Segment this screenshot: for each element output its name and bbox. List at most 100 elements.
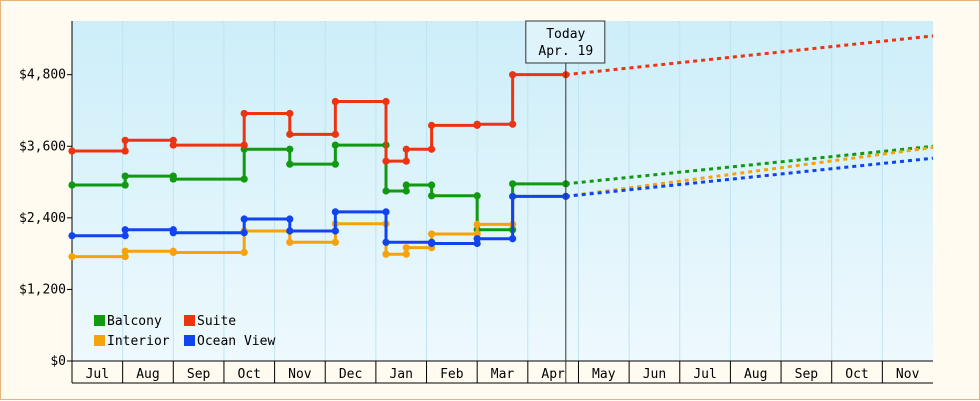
data-point-suite bbox=[121, 136, 129, 144]
today-box bbox=[525, 20, 606, 64]
projection-line-interior bbox=[565, 145, 934, 198]
data-point-ocean-view bbox=[169, 229, 177, 237]
today-label: Today bbox=[546, 27, 585, 42]
legend-label-balcony: Balcony bbox=[107, 314, 162, 329]
plot-background bbox=[72, 21, 933, 361]
x-tick-label: Nov bbox=[896, 367, 920, 382]
data-point-balcony bbox=[240, 175, 248, 183]
projection-line-suite bbox=[565, 34, 934, 77]
y-tick-label: $1,200 bbox=[19, 282, 66, 297]
projection-line-balcony bbox=[565, 144, 934, 186]
x-tick-label: Jun bbox=[643, 367, 666, 382]
data-point-balcony bbox=[331, 141, 339, 149]
y-tick-label: $4,800 bbox=[19, 68, 66, 83]
data-point-ocean-view bbox=[286, 215, 294, 223]
data-point-interior bbox=[286, 238, 294, 246]
legend: Balcony Suite Interior Ocean View bbox=[94, 314, 275, 349]
data-point-suite bbox=[473, 120, 481, 128]
x-axis: Jul Aug Sep Oct Nov Dec Jan Feb Mar Apr May Jun Jul A… bbox=[71, 360, 933, 384]
data-point-interior bbox=[121, 253, 129, 261]
data-point-ocean-view bbox=[240, 215, 248, 223]
y-tick-label: $2,400 bbox=[19, 211, 66, 226]
data-point-suite bbox=[427, 145, 436, 153]
x-tick-label: Oct bbox=[845, 367, 868, 382]
data-point-ocean-view bbox=[509, 235, 517, 243]
legend-swatch-ocean-view bbox=[184, 335, 195, 346]
data-point-interior bbox=[382, 250, 390, 258]
x-tick-label: Oct bbox=[238, 367, 261, 382]
data-point-suite bbox=[286, 130, 294, 138]
data-point-suite bbox=[382, 157, 390, 165]
x-tick-label: Apr bbox=[541, 367, 565, 382]
y-tick-label: $0 bbox=[50, 354, 66, 369]
data-point-interior bbox=[240, 248, 248, 257]
data-point-interior bbox=[121, 247, 129, 255]
data-point-ocean-view bbox=[121, 232, 129, 240]
data-point-balcony bbox=[121, 172, 129, 180]
data-point-suite bbox=[509, 71, 517, 79]
data-point-interior bbox=[402, 244, 410, 252]
x-tick-label: Jul bbox=[86, 367, 109, 382]
data-point-suite bbox=[331, 130, 339, 138]
data-point-interior bbox=[473, 220, 481, 229]
data-point-suite bbox=[509, 120, 517, 128]
x-tick-label: Dec bbox=[339, 367, 362, 382]
data-point-ocean-view bbox=[382, 208, 390, 216]
data-point-suite bbox=[402, 145, 410, 153]
x-tick-label: Feb bbox=[440, 367, 464, 382]
legend-label-interior: Interior bbox=[107, 334, 170, 349]
data-point-suite bbox=[240, 141, 248, 149]
data-point-ocean-view bbox=[286, 227, 294, 235]
data-point-interior bbox=[68, 253, 76, 261]
data-point-ocean-view bbox=[331, 227, 339, 235]
data-point-balcony bbox=[286, 160, 294, 168]
x-tick-label: Aug bbox=[136, 367, 159, 382]
data-point-balcony bbox=[473, 192, 481, 200]
x-tick-label: May bbox=[592, 367, 616, 382]
data-point-suite bbox=[286, 109, 294, 118]
legend-swatch-interior bbox=[94, 335, 105, 346]
x-tick-label: Aug bbox=[744, 367, 767, 382]
data-point-suite bbox=[382, 97, 390, 106]
x-tick-label: Jan bbox=[389, 367, 412, 382]
data-point-balcony bbox=[402, 181, 410, 189]
data-point-suite bbox=[68, 147, 76, 155]
x-tick-label: Jul bbox=[693, 367, 716, 382]
today-marker: Today Apr. 19 bbox=[525, 20, 606, 383]
data-point-balcony bbox=[331, 160, 339, 168]
data-point-balcony bbox=[169, 175, 177, 183]
data-point-suite bbox=[169, 141, 177, 149]
x-tick-label: Nov bbox=[288, 367, 312, 382]
data-point-ocean-view bbox=[427, 239, 436, 248]
data-point-ocean-view bbox=[240, 229, 248, 237]
data-point-balcony bbox=[286, 145, 294, 153]
data-point-interior bbox=[427, 230, 436, 238]
data-point-interior bbox=[169, 248, 177, 257]
legend-label-ocean-view: Ocean View bbox=[197, 334, 275, 349]
data-point-ocean-view bbox=[509, 192, 517, 200]
data-point-balcony bbox=[509, 180, 517, 188]
data-point-balcony bbox=[121, 181, 129, 189]
data-point-interior bbox=[402, 250, 410, 258]
data-point-balcony bbox=[427, 181, 436, 189]
data-point-suite bbox=[121, 147, 129, 155]
x-tick-label: Sep bbox=[187, 367, 211, 382]
legend-label-suite: Suite bbox=[197, 314, 236, 329]
data-point-suite bbox=[427, 121, 436, 129]
series-group bbox=[68, 34, 934, 261]
data-point-ocean-view bbox=[121, 226, 129, 234]
x-tick-label: Sep bbox=[795, 367, 819, 382]
x-grid bbox=[122, 21, 883, 361]
y-tick-label: $3,600 bbox=[19, 139, 66, 154]
data-point-suite bbox=[402, 157, 410, 165]
projection-line-ocean-view bbox=[565, 156, 934, 198]
data-point-ocean-view bbox=[382, 238, 390, 246]
data-point-interior bbox=[331, 238, 339, 246]
x-tick-label: Mar bbox=[491, 367, 515, 382]
data-point-ocean-view bbox=[68, 232, 76, 240]
legend-swatch-balcony bbox=[94, 315, 105, 326]
data-point-suite bbox=[331, 97, 339, 106]
data-point-balcony bbox=[68, 181, 76, 189]
